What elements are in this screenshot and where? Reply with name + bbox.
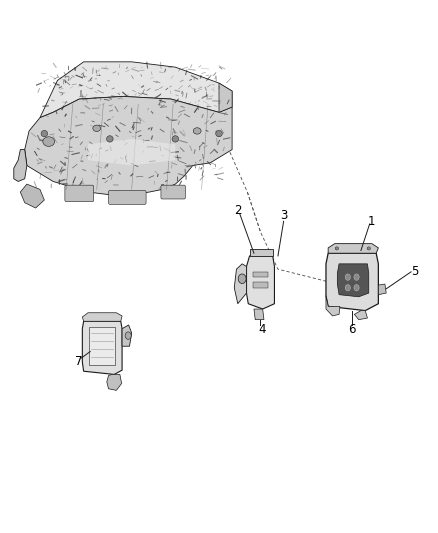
- Ellipse shape: [354, 274, 359, 280]
- Ellipse shape: [354, 285, 359, 291]
- Polygon shape: [25, 96, 232, 195]
- Text: 3: 3: [280, 209, 287, 222]
- Text: 6: 6: [348, 322, 356, 336]
- FancyBboxPatch shape: [161, 185, 185, 199]
- Ellipse shape: [216, 131, 222, 137]
- Polygon shape: [107, 374, 122, 390]
- Polygon shape: [250, 249, 273, 256]
- Ellipse shape: [345, 285, 350, 291]
- Polygon shape: [328, 244, 378, 253]
- Text: 4: 4: [258, 322, 265, 336]
- Text: 5: 5: [411, 265, 418, 278]
- Polygon shape: [88, 139, 175, 165]
- Polygon shape: [82, 313, 122, 321]
- Polygon shape: [82, 321, 122, 374]
- Ellipse shape: [41, 131, 48, 137]
- Polygon shape: [219, 83, 232, 112]
- Bar: [253, 272, 268, 277]
- Polygon shape: [326, 253, 378, 311]
- Ellipse shape: [367, 247, 371, 250]
- Text: 1: 1: [367, 215, 374, 228]
- Polygon shape: [20, 184, 44, 208]
- Ellipse shape: [345, 274, 350, 280]
- Bar: [89, 327, 115, 365]
- Polygon shape: [14, 150, 27, 181]
- Polygon shape: [254, 309, 264, 320]
- Text: 2: 2: [234, 204, 241, 217]
- Ellipse shape: [93, 125, 101, 132]
- Polygon shape: [378, 284, 386, 295]
- Polygon shape: [247, 256, 275, 309]
- FancyBboxPatch shape: [109, 190, 146, 204]
- Text: 7: 7: [74, 354, 82, 368]
- Ellipse shape: [125, 332, 131, 340]
- Ellipse shape: [193, 128, 201, 134]
- FancyBboxPatch shape: [65, 185, 94, 201]
- Polygon shape: [122, 325, 132, 346]
- Polygon shape: [40, 62, 232, 118]
- Ellipse shape: [172, 136, 179, 142]
- Ellipse shape: [335, 247, 339, 250]
- Polygon shape: [337, 264, 369, 297]
- Ellipse shape: [106, 136, 113, 142]
- Polygon shape: [354, 311, 367, 320]
- Polygon shape: [234, 264, 247, 304]
- Polygon shape: [326, 296, 340, 316]
- Bar: [253, 282, 268, 288]
- Ellipse shape: [238, 274, 246, 284]
- Ellipse shape: [43, 137, 55, 147]
